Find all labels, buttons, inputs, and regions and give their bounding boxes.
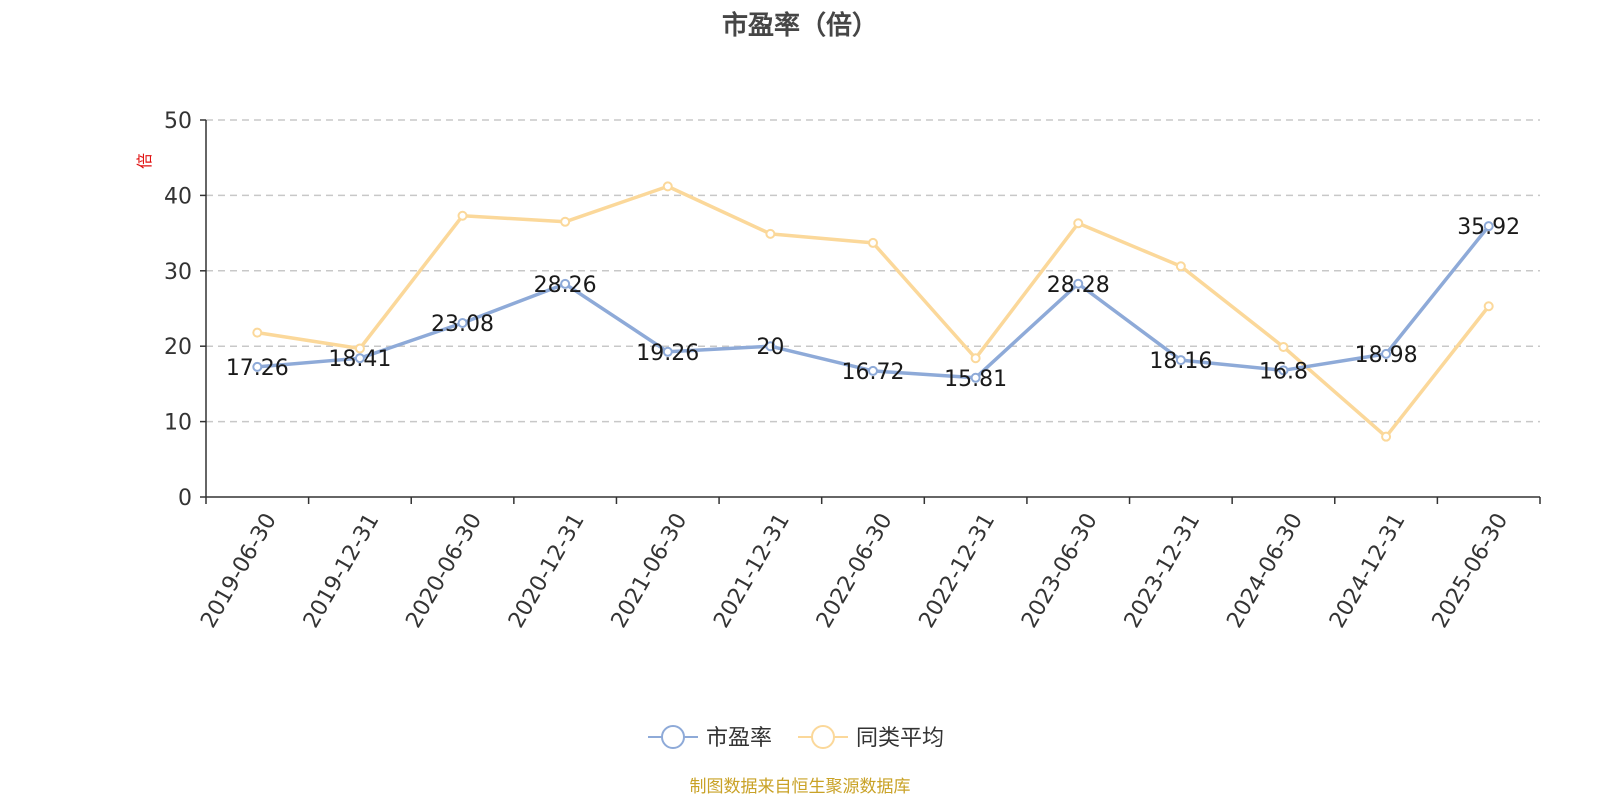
data-point[interactable] bbox=[1073, 278, 1084, 289]
legend-label: 同类平均 bbox=[856, 726, 944, 751]
x-tick-label: 2023-06-30 bbox=[1017, 509, 1103, 632]
legend-label: 市盈率 bbox=[706, 726, 772, 751]
data-point[interactable] bbox=[970, 353, 981, 364]
data-point[interactable] bbox=[354, 343, 365, 354]
data-point[interactable] bbox=[1278, 341, 1289, 352]
data-point[interactable] bbox=[560, 216, 571, 227]
y-tick-label: 10 bbox=[164, 411, 192, 436]
y-tick-label: 50 bbox=[164, 109, 192, 134]
x-tick-label: 2022-06-30 bbox=[812, 509, 898, 632]
data-labels: 17.26 18.41 23.08 28.26 19.26 20 16.72 15.81 28.… bbox=[226, 215, 1520, 392]
data-point[interactable] bbox=[252, 327, 263, 338]
data-point[interactable] bbox=[970, 372, 981, 383]
data-label: 35.92 bbox=[1457, 215, 1520, 240]
y-tick-label: 30 bbox=[164, 260, 192, 285]
data-point[interactable] bbox=[1175, 261, 1186, 272]
x-tick-label: 2025-06-30 bbox=[1428, 509, 1514, 632]
data-point[interactable] bbox=[765, 341, 776, 352]
data-label: 18.98 bbox=[1355, 343, 1418, 368]
series-layer bbox=[252, 181, 1494, 442]
data-label: 19.26 bbox=[636, 341, 699, 366]
x-tick-label: 2024-06-30 bbox=[1222, 509, 1308, 632]
data-point[interactable] bbox=[560, 278, 571, 289]
y-axis-label: 倍 bbox=[135, 153, 154, 169]
x-tick-label: 2019-12-31 bbox=[299, 509, 385, 632]
data-point[interactable] bbox=[1278, 365, 1289, 376]
data-label: 28.28 bbox=[1047, 273, 1110, 298]
series-line-1 bbox=[257, 225, 1491, 380]
data-point[interactable] bbox=[662, 346, 673, 357]
legend-marker bbox=[661, 725, 685, 749]
x-tick-label: 2019-06-30 bbox=[196, 509, 282, 632]
x-tick-label: 2021-06-30 bbox=[607, 509, 693, 632]
data-label: 28.26 bbox=[534, 273, 597, 298]
data-point[interactable] bbox=[662, 181, 673, 192]
data-point[interactable] bbox=[1073, 218, 1084, 229]
y-tick-label: 40 bbox=[164, 184, 192, 209]
data-point[interactable] bbox=[457, 317, 468, 328]
data-label: 23.08 bbox=[431, 312, 494, 337]
data-label: 15.81 bbox=[944, 367, 1007, 392]
data-label: 17.26 bbox=[226, 356, 289, 381]
x-tick-label: 2020-12-31 bbox=[504, 509, 590, 632]
data-point[interactable] bbox=[868, 237, 878, 248]
data-label: 18.16 bbox=[1149, 349, 1212, 374]
data-label: 16.8 bbox=[1259, 359, 1308, 384]
data-point[interactable] bbox=[1483, 221, 1494, 232]
legend-item[interactable]: 同类平均 bbox=[798, 725, 944, 751]
data-point[interactable] bbox=[1381, 431, 1392, 442]
legend-item[interactable]: 市盈率 bbox=[648, 725, 772, 751]
source-footer: 制图数据来自恒生聚源数据库 bbox=[690, 777, 911, 797]
y-tick-label: 20 bbox=[164, 335, 192, 360]
data-point[interactable] bbox=[765, 228, 776, 239]
x-tick-label: 2021-12-31 bbox=[709, 509, 795, 632]
data-point[interactable] bbox=[354, 353, 365, 364]
x-tick-label: 2023-12-31 bbox=[1120, 509, 1206, 632]
x-tick-label: 2024-12-31 bbox=[1325, 509, 1411, 632]
x-tick-label: 2020-06-30 bbox=[401, 509, 487, 632]
data-point[interactable] bbox=[868, 365, 878, 376]
data-label: 18.41 bbox=[328, 347, 391, 372]
legend[interactable]: 市盈率 同类平均 bbox=[648, 725, 944, 751]
x-tick-label: 2022-12-31 bbox=[915, 509, 1001, 632]
data-point[interactable] bbox=[457, 210, 468, 221]
data-point[interactable] bbox=[1381, 348, 1392, 359]
y-tick-label: 0 bbox=[178, 486, 192, 511]
data-point[interactable] bbox=[252, 361, 263, 372]
data-point[interactable] bbox=[1483, 301, 1494, 312]
chart-title: 市盈率（倍） bbox=[722, 10, 878, 41]
data-label: 16.72 bbox=[842, 360, 905, 385]
data-point[interactable] bbox=[1175, 355, 1186, 366]
legend-marker bbox=[811, 725, 835, 749]
gridlines bbox=[206, 119, 1540, 423]
data-label: 20 bbox=[756, 335, 784, 360]
